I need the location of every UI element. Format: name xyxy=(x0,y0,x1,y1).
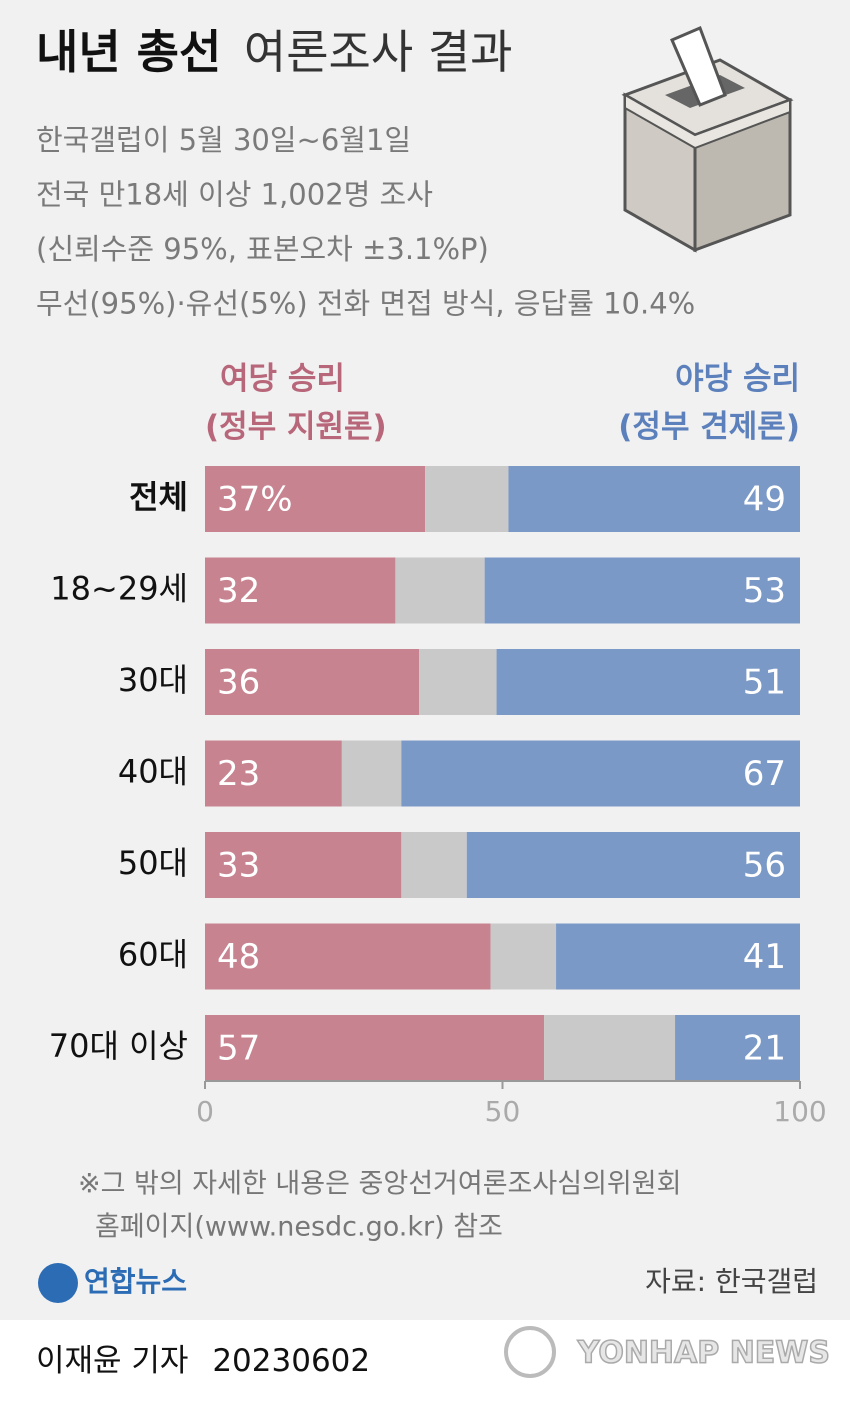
footnote: ※그 밖의 자세한 내용은 중앙선거여론조사심의위원회 xyxy=(78,1169,681,1200)
category-label: 50대 xyxy=(118,844,188,882)
bar-segment xyxy=(401,832,467,898)
watermark: YONHAP NEWS xyxy=(577,1336,830,1371)
value-label: 53 xyxy=(743,571,786,611)
category-label: 30대 xyxy=(118,661,188,699)
value-label: 57 xyxy=(217,1029,260,1069)
ballot-box-icon xyxy=(621,26,794,253)
byline: 이재윤 기자 20230602 xyxy=(36,1343,370,1379)
value-label: 51 xyxy=(743,663,786,703)
bar-segment xyxy=(419,649,497,715)
bar-segment xyxy=(466,832,800,898)
subtitle-line: 무선(95%)·유선(5%) 전화 면접 방식, 응답률 10.4% xyxy=(36,287,695,321)
bar-segment xyxy=(425,466,509,532)
bar-segment xyxy=(205,466,426,532)
bar-segment xyxy=(401,740,800,807)
bar-segment xyxy=(556,923,800,990)
value-label: 37% xyxy=(217,480,293,520)
value-label: 23 xyxy=(217,754,260,794)
x-tick-label: 50 xyxy=(485,1095,521,1128)
value-label: 36 xyxy=(217,663,260,703)
bar-segment xyxy=(675,1015,800,1081)
bar-segment xyxy=(205,740,342,807)
legend-line: 여당 승리 xyxy=(220,361,345,397)
category-label: 70대 이상 xyxy=(49,1027,188,1065)
title-light: 여론조사 결과 xyxy=(244,25,513,79)
x-tick-label: 0 xyxy=(196,1095,214,1128)
watermark-icon xyxy=(504,1326,556,1378)
bar-segment xyxy=(205,832,402,898)
logo-icon xyxy=(38,1263,78,1303)
subtitle-line: 전국 만18세 이상 1,002명 조사 xyxy=(36,178,433,212)
value-label: 56 xyxy=(743,846,786,886)
legend-entry: 여당 승리 (정부 지원론) xyxy=(205,361,387,445)
x-tick-label: 100 xyxy=(773,1095,826,1128)
reporter: 이재윤 기자 xyxy=(36,1343,188,1379)
bar-segment xyxy=(205,557,396,624)
subtitle-line: 한국갤럽이 5월 30일~6월1일 xyxy=(36,123,411,157)
bar-segment xyxy=(496,649,800,715)
value-label: 32 xyxy=(217,571,260,611)
bar-segment xyxy=(205,649,420,715)
legend-line: (정부 지원론) xyxy=(205,409,387,445)
value-label: 48 xyxy=(217,937,260,977)
footnote: 홈페이지(www.nesdc.go.kr) 참조 xyxy=(95,1212,503,1243)
bar-segment xyxy=(544,1015,676,1081)
bar-segment xyxy=(205,1015,545,1081)
date: 20230602 xyxy=(212,1343,370,1379)
category-label: 60대 xyxy=(118,936,188,974)
bar-segment xyxy=(395,557,485,624)
bar-segment xyxy=(490,923,557,990)
value-label: 21 xyxy=(743,1029,786,1069)
bar-segment xyxy=(484,557,800,624)
logo: 연합뉴스 xyxy=(84,1265,187,1298)
category-label: 18~29세 xyxy=(50,570,188,608)
value-label: 67 xyxy=(743,754,786,794)
bar-segment xyxy=(205,923,491,990)
value-label: 41 xyxy=(743,937,786,977)
value-label: 49 xyxy=(743,480,786,520)
bar-segment xyxy=(508,466,800,532)
source: 자료: 한국갤럽 xyxy=(645,1265,818,1298)
bar-segment xyxy=(341,740,402,807)
subtitle-line: (신뢰수준 95%, 표본오차 ±3.1%P) xyxy=(36,232,489,266)
category-label: 40대 xyxy=(118,753,188,791)
legend-line: (정부 견제론) xyxy=(618,409,800,445)
legend-entry: 야당 승리 (정부 견제론) xyxy=(618,361,800,445)
legend-line: 야당 승리 xyxy=(675,361,800,397)
chart-title: 내년 총선 여론조사 결과 xyxy=(36,25,512,79)
title-bold: 내년 총선 xyxy=(36,25,221,79)
value-label: 33 xyxy=(217,846,260,886)
category-label: 전체 xyxy=(129,478,188,516)
